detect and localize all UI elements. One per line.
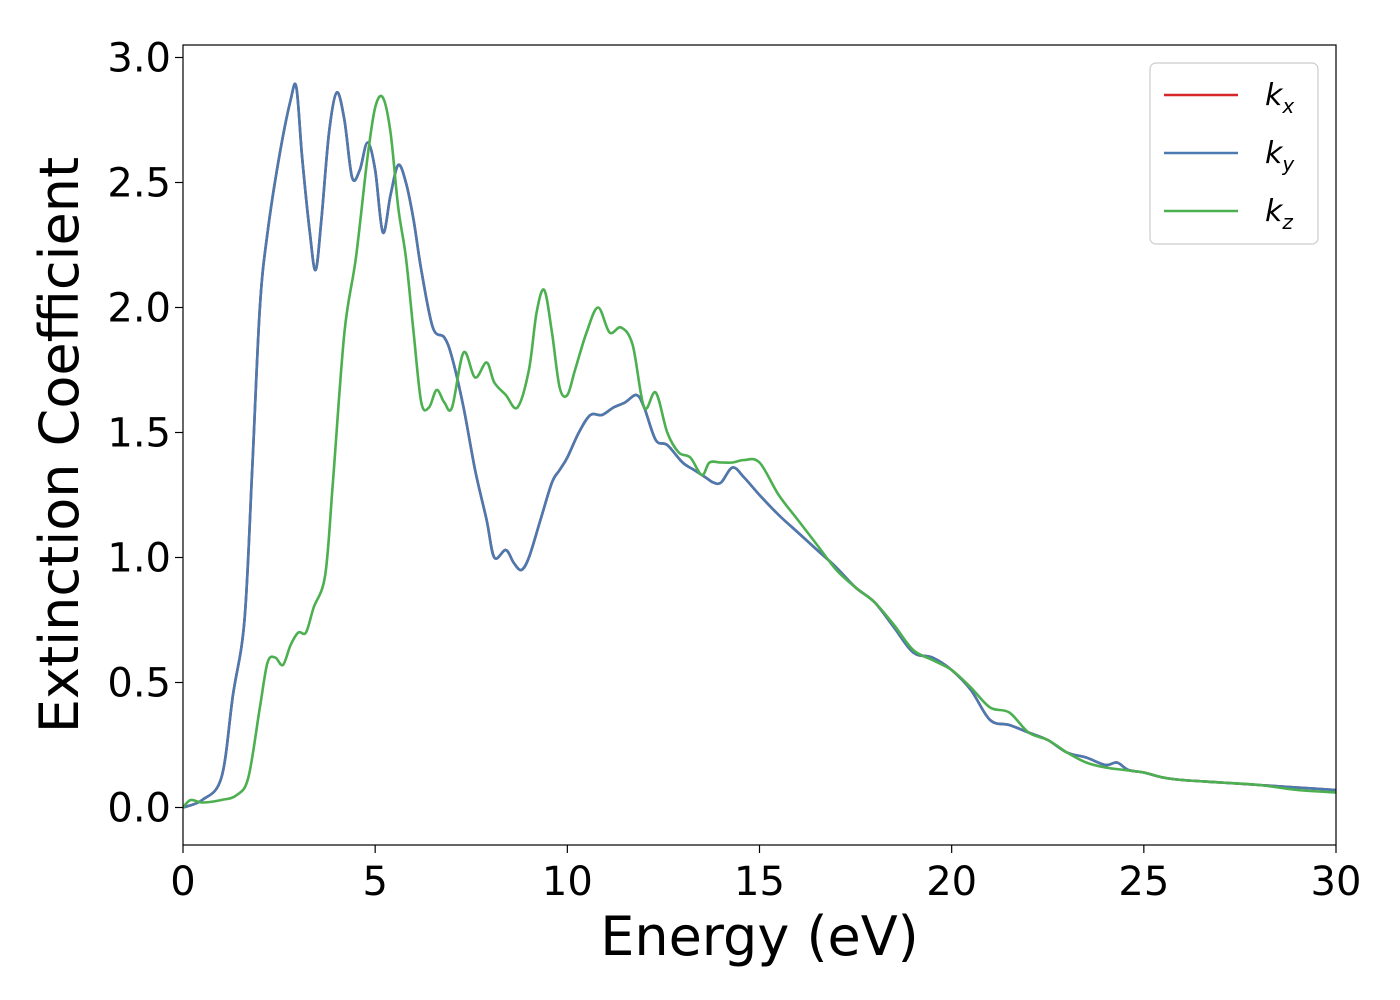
x-tick-label: 10 xyxy=(542,859,593,905)
y-axis: 0.0 0.5 1.0 1.5 2.0 2.5 3.0 xyxy=(107,36,183,832)
legend-label-z: kz xyxy=(1265,194,1293,234)
y-tick-label: 0.5 xyxy=(107,661,171,707)
y-tick-label: 1.0 xyxy=(107,536,171,582)
x-tick-label: 5 xyxy=(362,859,387,905)
x-tick-label: 15 xyxy=(734,859,785,905)
x-tick-label: 0 xyxy=(170,859,195,905)
x-tick-label: 30 xyxy=(1311,859,1362,905)
x-tick-label: 25 xyxy=(1118,859,1169,905)
y-axis-label: Extinction Coefficient xyxy=(28,157,91,733)
x-axis: 0 5 10 15 20 25 30 xyxy=(170,845,1361,905)
legend-label-base: k xyxy=(1265,78,1284,113)
series-line-z xyxy=(183,94,1336,809)
legend-label-base: k xyxy=(1265,136,1284,171)
y-tick-label: 2.5 xyxy=(107,161,171,207)
x-axis-label: Energy (eV) xyxy=(600,905,919,968)
y-tick-label: 0.0 xyxy=(107,786,171,832)
x-tick-label: 20 xyxy=(926,859,977,905)
legend-label-y: ky xyxy=(1265,136,1295,176)
y-tick-label: 3.0 xyxy=(107,36,171,82)
legend-label-subscript: y xyxy=(1281,152,1295,176)
legend-label-base: k xyxy=(1265,194,1284,229)
y-tick-label: 1.5 xyxy=(107,411,171,457)
y-tick-label: 2.0 xyxy=(107,286,171,332)
legend-label-x: kx xyxy=(1265,78,1294,118)
legend-label-subscript: x xyxy=(1281,94,1294,118)
legend-label-subscript: z xyxy=(1281,210,1293,234)
series-layer xyxy=(183,82,1336,809)
series-line-y xyxy=(183,82,1336,809)
